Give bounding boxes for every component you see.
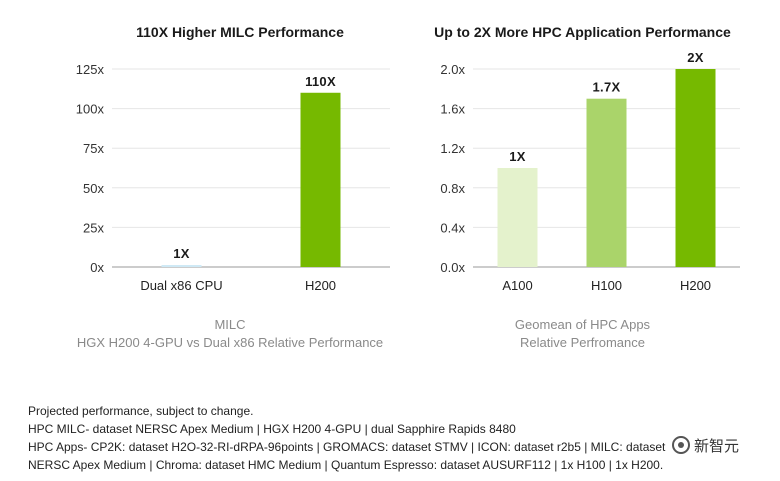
footnote-line4: NERSC Apex Medium | Chroma: dataset HMC …	[28, 458, 664, 472]
footnote-line3: HPC Apps- CP2K: dataset H2O-32-RI-dRPA-9…	[28, 440, 666, 454]
hpc-data-label: 1.7X	[593, 80, 621, 95]
hpc-bar-h200	[675, 69, 716, 267]
milc-data-label: 1X	[173, 246, 190, 261]
milc-bar-dual-x86-cpu	[161, 265, 202, 267]
hpc-data-label: 2X	[687, 50, 704, 65]
hpc-caption: Geomean of HPC Apps Relative Perfromance	[440, 316, 725, 352]
watermark-text: 新智元	[694, 436, 740, 455]
hpc-y-tick-label: 0.4x	[440, 220, 465, 235]
hpc-bar-a100	[497, 168, 538, 267]
milc-caption-line2: HGX H200 4-GPU vs Dual x86 Relative Perf…	[76, 335, 384, 350]
hpc-category-label: H200	[680, 278, 711, 293]
hpc-chart-title: Up to 2X More HPC Application Performanc…	[434, 24, 731, 40]
hpc-category-label: H100	[591, 278, 622, 293]
hpc-y-tick-label: 2.0x	[440, 62, 465, 77]
hpc-bar-h100	[586, 98, 627, 267]
hpc-chart: 0.0x 0.4x 0.8x 1.2x 1.6x 2.0x 1X A100 1.7X H100 2X…	[440, 50, 740, 293]
milc-category-label: Dual x86 CPU	[140, 278, 222, 293]
watermark: 新智元	[672, 434, 762, 456]
hpc-y-tick-label: 1.2x	[440, 141, 465, 156]
hpc-data-label: 1X	[509, 149, 526, 164]
milc-data-label: 110X	[305, 74, 336, 89]
footnote-line2: HPC MILC- dataset NERSC Apex Medium | HG…	[28, 422, 516, 436]
milc-y-tick-label: 0x	[90, 260, 104, 275]
hpc-caption-line2: Relative Perfromance	[520, 335, 645, 350]
wechat-logo-icon	[672, 436, 690, 454]
hpc-caption-line1: Geomean of HPC Apps	[514, 317, 651, 332]
milc-chart-title: 110X Higher MILC Performance	[136, 24, 344, 40]
milc-bar-h200	[300, 92, 341, 267]
milc-category-label: H200	[305, 278, 336, 293]
milc-caption-line1: MILC	[214, 317, 246, 332]
milc-y-tick-label: 100x	[76, 102, 105, 117]
footnote-line1: Projected performance, subject to change…	[28, 404, 254, 418]
hpc-y-tick-label: 0.8x	[440, 181, 465, 196]
milc-y-tick-label: 50x	[83, 181, 104, 196]
hpc-y-tick-label: 0.0x	[440, 260, 465, 275]
hpc-y-tick-label: 1.6x	[440, 102, 465, 117]
milc-chart: 0x 25x 50x 75x 100x 125x 1X Dual x86 CPU 110X H20…	[76, 62, 390, 293]
milc-y-tick-label: 125x	[76, 62, 105, 77]
hpc-category-label: A100	[502, 278, 532, 293]
milc-y-tick-label: 75x	[83, 141, 104, 156]
footnote: Projected performance, subject to change…	[28, 402, 768, 474]
milc-caption: MILC HGX H200 4-GPU vs Dual x86 Relative…	[60, 316, 400, 352]
milc-y-tick-label: 25x	[83, 220, 104, 235]
